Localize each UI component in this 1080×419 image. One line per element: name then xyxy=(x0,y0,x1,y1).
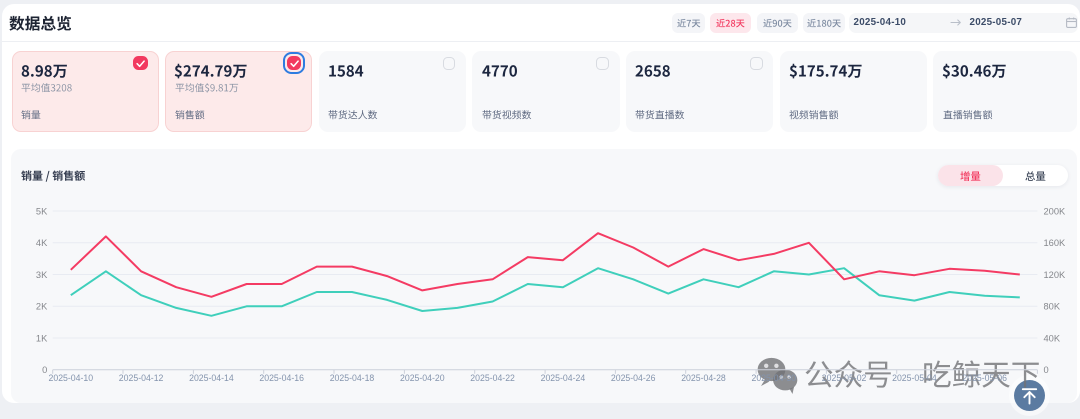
svg-text:2025-05-04: 2025-05-04 xyxy=(892,373,937,383)
svg-text:200K: 200K xyxy=(1044,206,1067,216)
svg-text:2025-04-14: 2025-04-14 xyxy=(189,373,234,383)
svg-text:2025-04-20: 2025-04-20 xyxy=(400,373,445,383)
svg-text:2025-04-16: 2025-04-16 xyxy=(259,373,304,383)
svg-text:2025-04-28: 2025-04-28 xyxy=(681,373,726,383)
svg-text:2025-04-30: 2025-04-30 xyxy=(752,373,797,383)
svg-text:5K: 5K xyxy=(36,206,48,216)
svg-text:4K: 4K xyxy=(36,238,48,248)
svg-text:2025-04-12: 2025-04-12 xyxy=(119,373,164,383)
svg-text:80K: 80K xyxy=(1044,302,1061,312)
svg-text:2025-05-06: 2025-05-06 xyxy=(962,373,1007,383)
svg-text:3K: 3K xyxy=(36,270,48,280)
svg-text:120K: 120K xyxy=(1044,270,1067,280)
svg-text:1K: 1K xyxy=(36,333,48,343)
svg-text:2025-04-22: 2025-04-22 xyxy=(470,373,515,383)
svg-text:2K: 2K xyxy=(36,302,48,312)
svg-text:160K: 160K xyxy=(1044,238,1067,248)
svg-text:0: 0 xyxy=(42,365,47,375)
svg-text:2025-04-26: 2025-04-26 xyxy=(611,373,656,383)
svg-text:2025-04-24: 2025-04-24 xyxy=(541,373,586,383)
svg-text:2025-05-02: 2025-05-02 xyxy=(822,373,867,383)
svg-text:2025-04-18: 2025-04-18 xyxy=(330,373,375,383)
svg-text:0: 0 xyxy=(1044,365,1049,375)
svg-text:2025-04-10: 2025-04-10 xyxy=(49,373,94,383)
svg-text:40K: 40K xyxy=(1044,333,1061,343)
